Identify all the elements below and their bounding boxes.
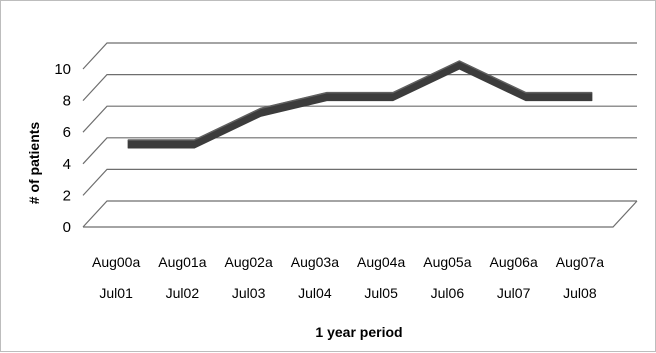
gridlines (83, 43, 637, 227)
gridline-0 (83, 201, 637, 227)
gridline-6 (83, 106, 637, 132)
y-tick-label: 6 (63, 124, 71, 141)
y-tick-label: 10 (54, 61, 71, 78)
y-tick-label: 2 (63, 187, 71, 204)
y-tick-label: 0 (63, 219, 71, 236)
x-axis-title: 1 year period (315, 324, 402, 340)
y-axis-ticks: 0 2 4 6 8 10 (54, 61, 71, 236)
gridline-2 (83, 169, 637, 195)
y-tick-label: 4 (63, 156, 71, 173)
gridline-10 (83, 43, 637, 69)
floor-edge (83, 201, 637, 227)
y-tick-label: 8 (63, 93, 71, 110)
y-axis-title: # of patients (26, 122, 42, 205)
